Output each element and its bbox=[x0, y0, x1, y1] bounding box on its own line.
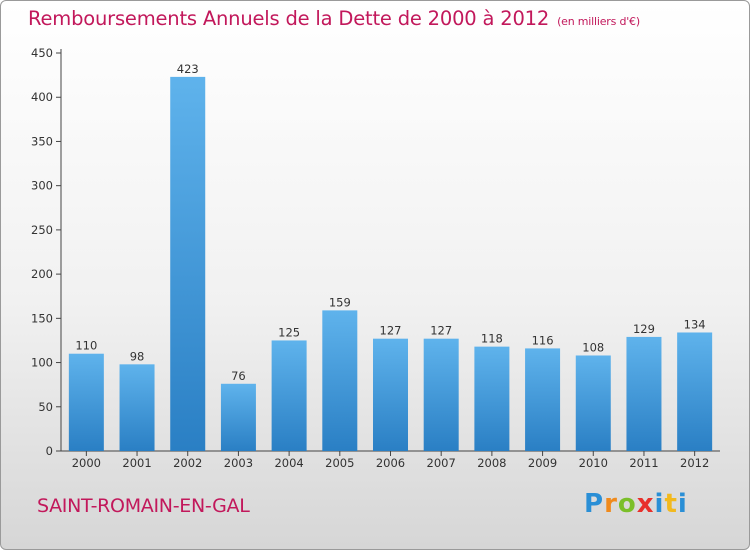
bar-value-label: 159 bbox=[329, 295, 351, 309]
logo-letter: P bbox=[584, 489, 605, 519]
bar-value-label: 125 bbox=[278, 325, 300, 339]
bar bbox=[119, 364, 155, 451]
y-tick-label: 300 bbox=[31, 179, 53, 193]
logo-letter: t bbox=[664, 489, 678, 519]
x-tick-label: 2001 bbox=[122, 456, 151, 470]
bar-value-label: 129 bbox=[633, 322, 655, 336]
y-tick-label: 450 bbox=[31, 46, 53, 60]
bar bbox=[170, 76, 206, 451]
bar-value-label: 110 bbox=[75, 339, 97, 353]
logo-letter: o bbox=[617, 489, 637, 519]
bar-value-label: 98 bbox=[130, 349, 145, 363]
proxiti-logo: Proxiti bbox=[584, 489, 688, 519]
x-tick-label: 2005 bbox=[325, 456, 354, 470]
y-tick-label: 400 bbox=[31, 90, 53, 104]
bar-value-label: 118 bbox=[481, 332, 503, 346]
bar-value-label: 127 bbox=[430, 324, 452, 338]
bar-value-label: 127 bbox=[380, 324, 402, 338]
logo-letter: i bbox=[654, 489, 665, 519]
bar bbox=[271, 340, 307, 451]
chart-unit-note: (en milliers d'€) bbox=[557, 15, 640, 28]
bar bbox=[626, 336, 662, 451]
bar bbox=[373, 338, 408, 451]
x-tick-label: 2011 bbox=[629, 456, 658, 470]
logo-letter: r bbox=[604, 489, 618, 519]
bar bbox=[423, 338, 459, 451]
bar bbox=[220, 383, 256, 451]
logo-letter: i bbox=[677, 489, 688, 519]
x-tick-label: 2008 bbox=[477, 456, 506, 470]
bar-value-label: 76 bbox=[231, 369, 246, 383]
bar bbox=[68, 353, 104, 451]
x-tick-label: 2009 bbox=[528, 456, 557, 470]
bar bbox=[322, 310, 358, 451]
x-tick-label: 2012 bbox=[680, 456, 709, 470]
x-tick-label: 2003 bbox=[224, 456, 253, 470]
y-tick-label: 350 bbox=[31, 134, 53, 148]
y-tick-label: 200 bbox=[31, 267, 53, 281]
bar bbox=[677, 332, 713, 451]
y-tick-label: 50 bbox=[38, 400, 53, 414]
bar-value-label: 423 bbox=[177, 62, 199, 76]
city-name: SAINT-ROMAIN-EN-GAL bbox=[37, 495, 250, 517]
x-tick-label: 2000 bbox=[72, 456, 101, 470]
y-tick-label: 0 bbox=[46, 444, 53, 458]
bar-value-label: 134 bbox=[684, 317, 706, 331]
y-tick-label: 150 bbox=[31, 311, 53, 325]
logo-letter: x bbox=[636, 489, 655, 519]
x-tick-label: 2010 bbox=[579, 456, 608, 470]
bar bbox=[474, 346, 510, 451]
x-tick-label: 2006 bbox=[376, 456, 405, 470]
chart-title: Remboursements Annuels de la Dette de 20… bbox=[28, 7, 640, 30]
chart-title-text: Remboursements Annuels de la Dette de 20… bbox=[28, 7, 550, 30]
bar bbox=[525, 348, 561, 451]
bar-value-label: 116 bbox=[532, 333, 554, 347]
y-tick-label: 100 bbox=[31, 356, 53, 370]
x-tick-label: 2007 bbox=[427, 456, 456, 470]
y-tick-label: 250 bbox=[31, 223, 53, 237]
x-tick-label: 2002 bbox=[173, 456, 202, 470]
bar bbox=[575, 355, 611, 451]
x-tick-label: 2004 bbox=[274, 456, 303, 470]
bar-value-label: 108 bbox=[582, 340, 604, 354]
